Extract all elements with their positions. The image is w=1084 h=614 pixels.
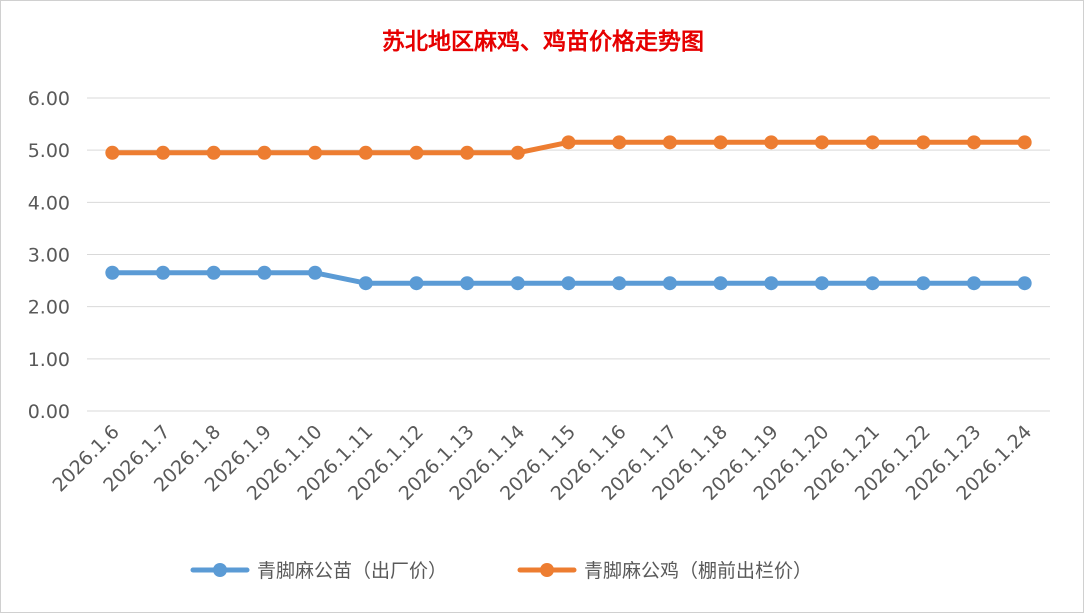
data-point (105, 265, 120, 280)
legend-entry-1: 青脚麻公鸡（棚前出栏价） (517, 560, 812, 582)
data-point (460, 145, 475, 160)
data-point (966, 276, 981, 291)
data-point (764, 276, 779, 291)
data-point (156, 265, 171, 280)
y-tick-label: 6.00 (28, 88, 70, 110)
y-tick-label: 3.00 (28, 245, 70, 267)
data-point (308, 265, 323, 280)
data-point (916, 135, 931, 150)
y-tick-label: 5.00 (28, 140, 70, 162)
data-point (865, 135, 880, 150)
series-lines (105, 135, 1032, 291)
gridlines (87, 97, 1050, 412)
data-point (814, 135, 829, 150)
y-tick-label: 1.00 (28, 349, 70, 371)
data-point (662, 135, 677, 150)
y-tick-label: 0.00 (28, 401, 70, 423)
data-point (612, 276, 627, 291)
data-point (409, 276, 424, 291)
series-1 (105, 135, 1032, 160)
data-point (257, 145, 272, 160)
data-point (409, 145, 424, 160)
data-point (510, 276, 525, 291)
chart-title: 苏北地区麻鸡、鸡苗价格走势图 (382, 28, 704, 55)
data-point (206, 145, 221, 160)
series-0 (105, 265, 1032, 291)
legend-swatch-marker (540, 563, 554, 577)
data-point (612, 135, 627, 150)
data-point (460, 276, 475, 291)
y-tick-label: 4.00 (28, 192, 70, 214)
data-point (561, 276, 576, 291)
legend-swatch-marker (213, 563, 227, 577)
data-point (966, 135, 981, 150)
data-point (1017, 276, 1032, 291)
data-point (713, 276, 728, 291)
y-axis-ticks: 0.00 1.00 2.00 3.00 4.00 5.00 6.00 (28, 88, 70, 423)
data-point (206, 265, 221, 280)
data-point (156, 145, 171, 160)
data-point (105, 145, 120, 160)
data-point (916, 276, 931, 291)
legend-label: 青脚麻公苗（出厂价） (257, 560, 447, 582)
x-axis-ticks: 2026.1.62026.1.72026.1.82026.1.92026.1.1… (48, 421, 1036, 505)
data-point (561, 135, 576, 150)
data-point (713, 135, 728, 150)
data-point (308, 145, 323, 160)
data-point (662, 276, 677, 291)
y-tick-label: 2.00 (28, 297, 70, 319)
data-point (358, 145, 373, 160)
legend-entry-0: 青脚麻公苗（出厂价） (190, 560, 447, 582)
data-point (865, 276, 880, 291)
data-point (764, 135, 779, 150)
data-point (814, 276, 829, 291)
legend-label: 青脚麻公鸡（棚前出栏价） (584, 560, 812, 582)
data-point (510, 145, 525, 160)
legend: 青脚麻公苗（出厂价） 青脚麻公鸡（棚前出栏价） (190, 560, 812, 582)
data-point (1017, 135, 1032, 150)
data-point (257, 265, 272, 280)
data-point (358, 276, 373, 291)
